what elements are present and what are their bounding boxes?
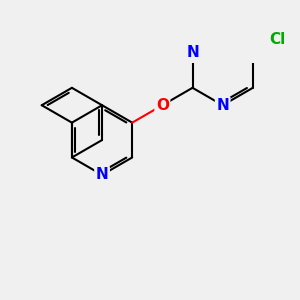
Text: Cl: Cl [269, 32, 285, 46]
Text: N: N [216, 98, 229, 113]
Text: O: O [156, 98, 169, 113]
Text: N: N [186, 46, 199, 61]
Text: N: N [96, 167, 108, 182]
